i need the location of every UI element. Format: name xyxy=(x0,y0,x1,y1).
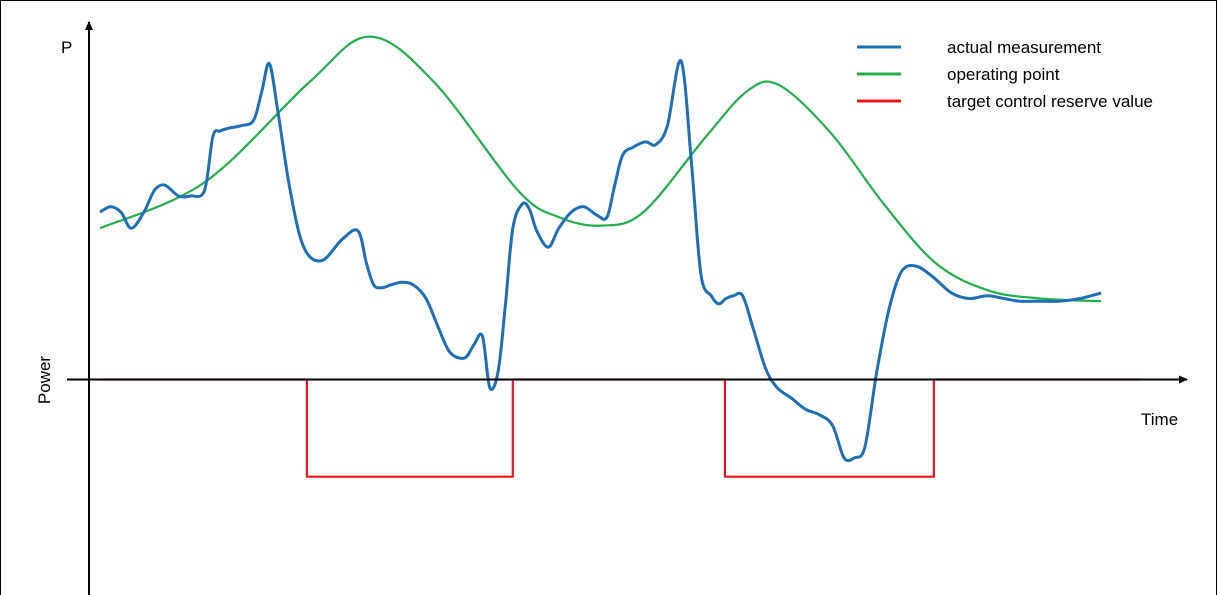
legend-label-3: target control reserve value xyxy=(947,92,1153,111)
series-line-3 xyxy=(100,378,1143,478)
series-line-2 xyxy=(99,35,1102,303)
y-axis-top-label: P xyxy=(61,38,72,57)
legend-label-2: operating point xyxy=(947,65,1060,84)
series-line-1 xyxy=(99,59,1102,463)
legend-label-1: actual measurement xyxy=(947,38,1101,57)
y-axis-label: Power xyxy=(35,356,54,405)
x-axis-label: Time xyxy=(1141,410,1178,429)
legend: actual measurement operating point target … xyxy=(857,38,1153,111)
